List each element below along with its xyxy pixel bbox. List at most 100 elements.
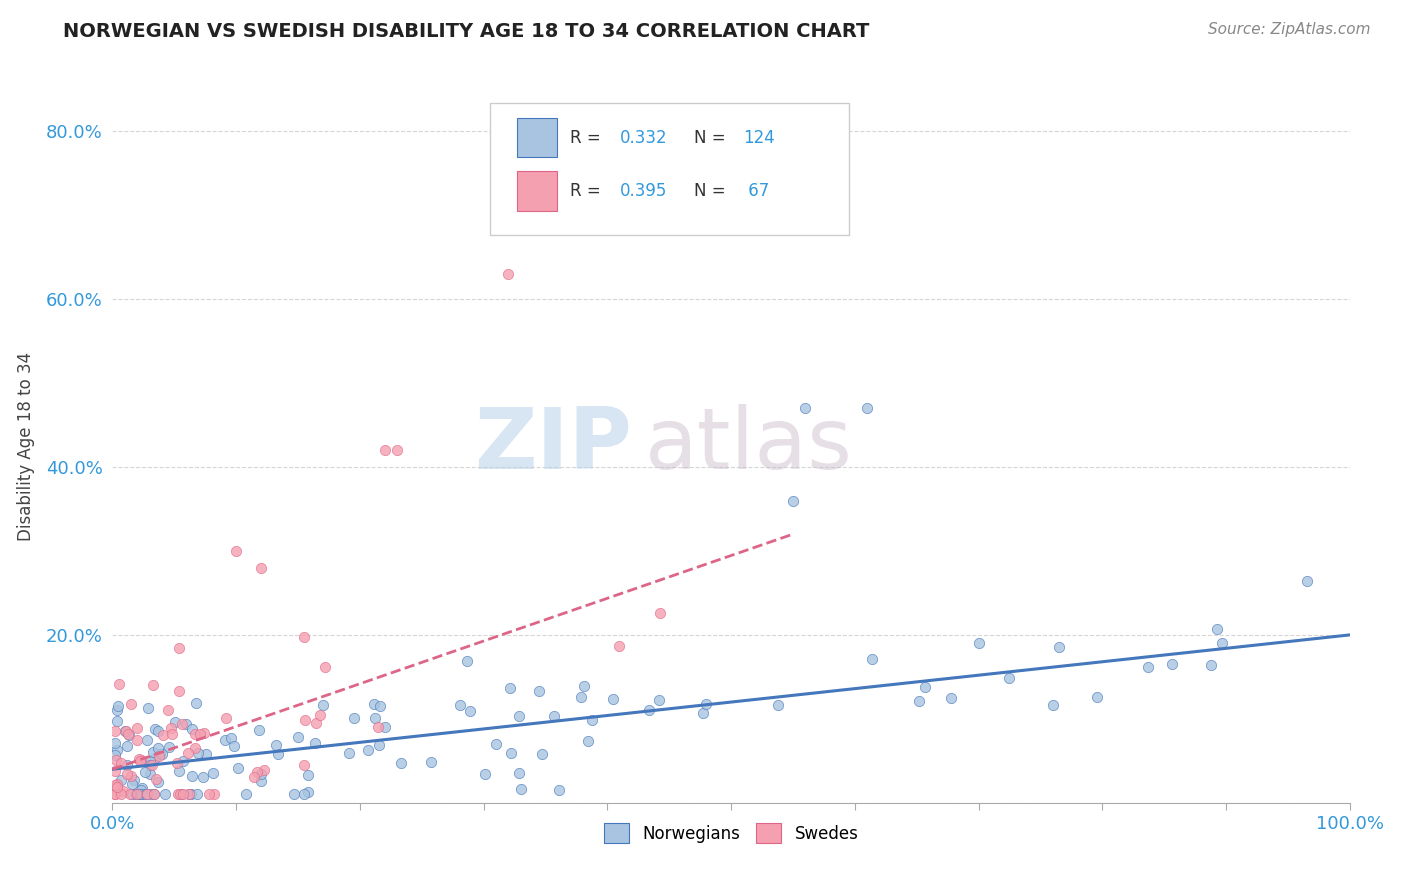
Point: [115, 767, 138, 781]
Point: [264, 738, 287, 752]
Point: [637, 703, 659, 717]
Point: [908, 694, 931, 708]
Point: [1206, 623, 1229, 637]
Y-axis label: Disability Age 18 to 34: Disability Age 18 to 34: [17, 351, 35, 541]
Point: [128, 787, 150, 801]
Point: [569, 690, 592, 704]
Point: [186, 788, 208, 802]
Text: R =: R =: [571, 128, 606, 146]
Point: [148, 724, 170, 739]
Text: Source: ZipAtlas.com: Source: ZipAtlas.com: [1208, 22, 1371, 37]
Point: [180, 788, 202, 802]
Point: [1136, 660, 1159, 674]
Point: [177, 788, 200, 802]
Point: [143, 751, 166, 765]
Point: [149, 747, 172, 761]
Point: [121, 788, 143, 802]
Point: [172, 788, 194, 802]
Point: [856, 401, 879, 416]
Text: R =: R =: [571, 182, 606, 200]
Point: [527, 683, 550, 698]
Point: [107, 699, 129, 714]
Point: [1161, 657, 1184, 672]
Point: [138, 754, 160, 768]
Point: [914, 680, 936, 694]
Point: [294, 713, 316, 727]
Point: [294, 788, 316, 802]
Point: [108, 677, 131, 691]
Text: N =: N =: [695, 128, 725, 146]
Point: [297, 785, 319, 799]
Point: [456, 655, 478, 669]
Point: [104, 788, 127, 802]
Point: [148, 741, 170, 756]
Point: [337, 746, 360, 760]
Point: [111, 783, 134, 797]
Point: [135, 733, 157, 747]
Point: [136, 788, 159, 802]
Text: atlas: atlas: [644, 404, 852, 488]
Point: [292, 630, 315, 644]
Point: [135, 788, 157, 802]
Point: [122, 772, 145, 787]
Point: [364, 711, 387, 725]
Point: [458, 704, 481, 718]
Point: [188, 727, 211, 741]
Point: [118, 788, 141, 802]
Point: [214, 733, 236, 747]
Point: [117, 739, 139, 754]
Point: [166, 788, 188, 802]
Point: [128, 752, 150, 766]
Point: [156, 703, 179, 717]
Point: [157, 739, 180, 754]
Point: [862, 652, 884, 666]
Point: [225, 544, 247, 558]
Text: 124: 124: [744, 128, 775, 146]
Point: [167, 683, 190, 698]
Point: [131, 780, 153, 795]
Point: [314, 660, 336, 674]
Point: [115, 757, 138, 772]
Point: [110, 756, 132, 771]
Point: [129, 753, 152, 767]
Point: [367, 720, 389, 734]
Legend: Norwegians, Swedes: Norwegians, Swedes: [595, 814, 868, 852]
Text: 67: 67: [744, 182, 769, 200]
Point: [363, 698, 385, 712]
Point: [193, 726, 215, 740]
Point: [114, 724, 136, 739]
Point: [202, 788, 225, 802]
Point: [941, 691, 963, 706]
Point: [246, 764, 269, 779]
Point: [181, 769, 204, 783]
Point: [267, 747, 290, 761]
Point: [120, 698, 142, 712]
Point: [250, 560, 273, 574]
Point: [114, 724, 136, 739]
FancyBboxPatch shape: [517, 171, 557, 211]
Point: [104, 788, 127, 802]
Point: [162, 727, 184, 741]
Point: [129, 783, 152, 797]
Point: [127, 787, 149, 801]
Point: [135, 788, 157, 802]
Point: [143, 788, 166, 802]
Point: [287, 730, 309, 744]
Point: [695, 697, 717, 711]
Point: [420, 755, 443, 769]
Point: [474, 767, 496, 781]
Point: [105, 703, 128, 717]
Point: [219, 731, 242, 745]
Point: [576, 734, 599, 748]
Point: [648, 693, 671, 707]
Point: [150, 747, 173, 762]
Point: [543, 709, 565, 723]
Point: [139, 757, 162, 772]
Point: [374, 443, 396, 458]
Point: [167, 764, 190, 779]
Point: [1047, 640, 1070, 654]
Point: [118, 728, 141, 742]
Point: [768, 698, 790, 712]
Point: [145, 772, 167, 786]
Point: [499, 681, 522, 695]
